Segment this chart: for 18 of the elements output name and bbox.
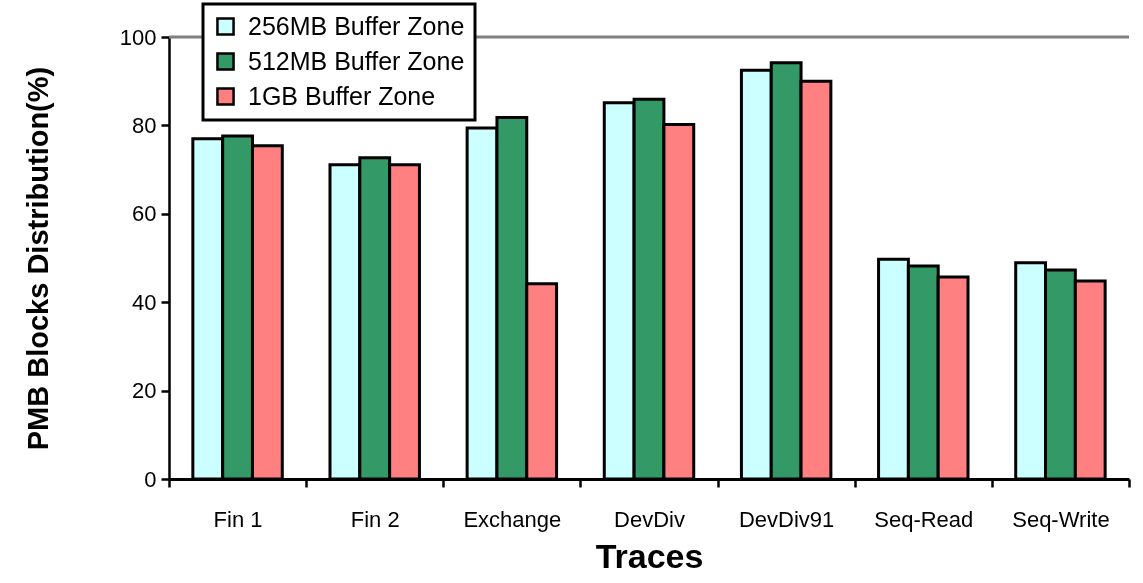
x-tick-label: Seq-Write <box>1012 506 1110 532</box>
y-tick-label: 40 <box>132 289 157 315</box>
legend-label: 512MB Buffer Zone <box>248 46 465 75</box>
y-tick-label: 20 <box>132 378 157 404</box>
legend-label: 256MB Buffer Zone <box>248 11 465 40</box>
y-tick-label: 80 <box>132 112 157 138</box>
x-tick-label: Seq-Read <box>874 506 974 532</box>
x-tick-label: DevDiv91 <box>738 506 835 532</box>
x-tick-label: Fin 1 <box>213 506 263 532</box>
y-tick-label: 100 <box>119 24 157 50</box>
y-tick-label: 60 <box>132 201 157 227</box>
x-axis-title: Traces <box>595 536 704 575</box>
legend-label: 1GB Buffer Zone <box>248 81 436 110</box>
x-tick-label: DevDiv <box>614 506 685 532</box>
y-axis-title: PMB Blocks Distribution(%) <box>21 66 54 451</box>
x-tick-label: Exchange <box>463 506 562 532</box>
x-tick-label: Fin 2 <box>350 506 400 532</box>
y-tick-label: 0 <box>144 466 157 492</box>
